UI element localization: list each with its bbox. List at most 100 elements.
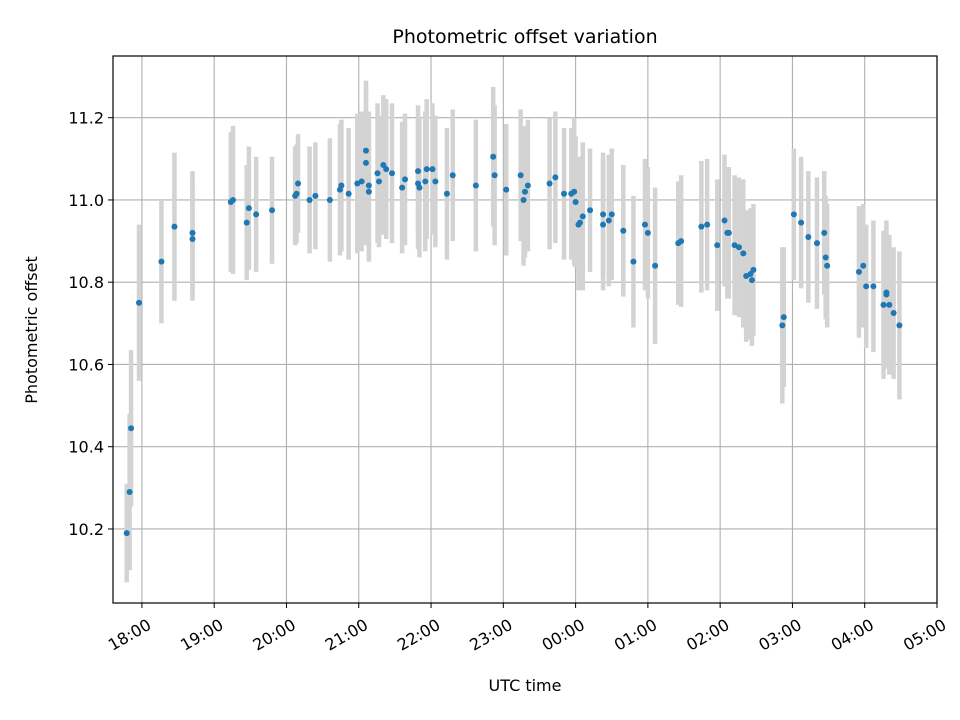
data-point <box>608 211 615 218</box>
y-tick-label: 11.0 <box>68 191 104 210</box>
data-point <box>416 184 423 191</box>
data-point <box>572 199 579 206</box>
data-point <box>641 221 648 228</box>
data-point <box>748 277 755 284</box>
data-point <box>605 217 612 224</box>
y-tick-label: 11.2 <box>68 109 104 128</box>
data-point <box>740 250 747 257</box>
data-point <box>136 299 143 306</box>
data-point <box>522 188 528 195</box>
y-tick-label: 10.6 <box>68 355 104 374</box>
data-point <box>587 207 594 214</box>
data-point <box>306 196 313 203</box>
data-point <box>365 188 372 195</box>
data-point <box>269 207 276 214</box>
data-point <box>389 170 396 177</box>
data-point <box>383 166 390 173</box>
data-point <box>790 211 797 218</box>
y-tick-label: 10.2 <box>68 520 104 539</box>
data-point <box>896 322 903 329</box>
data-point <box>576 219 583 226</box>
data-point <box>326 196 333 203</box>
data-point <box>863 283 870 290</box>
y-tick-label: 10.4 <box>68 438 104 457</box>
data-point <box>362 147 369 154</box>
data-point <box>780 314 787 321</box>
data-point <box>571 188 578 195</box>
data-point <box>805 233 812 240</box>
data-point <box>886 301 893 308</box>
data-points <box>123 147 903 537</box>
data-point <box>552 174 559 181</box>
data-point <box>362 159 369 166</box>
data-point <box>517 172 524 179</box>
data-point <box>814 240 821 247</box>
data-point <box>520 196 527 203</box>
data-point <box>750 266 757 273</box>
data-point <box>189 236 196 243</box>
data-point <box>293 190 300 197</box>
data-point <box>821 229 828 236</box>
y-axis-label: Photometric offset <box>22 256 41 404</box>
data-point <box>620 227 627 234</box>
data-point <box>725 229 732 236</box>
data-point <box>704 221 711 228</box>
data-point <box>402 176 409 183</box>
data-point <box>630 258 637 265</box>
data-point <box>652 262 659 269</box>
data-point <box>229 196 236 203</box>
data-point <box>128 425 135 432</box>
data-point <box>123 530 130 537</box>
data-point <box>824 262 831 269</box>
data-point <box>503 186 510 193</box>
data-point <box>171 223 178 230</box>
data-point <box>561 190 568 197</box>
data-point <box>158 258 165 265</box>
data-point <box>422 178 429 185</box>
y-tick-label: 10.8 <box>68 273 104 292</box>
data-point <box>779 322 786 329</box>
data-point <box>822 254 829 261</box>
data-point <box>432 178 439 185</box>
x-axis-label: UTC time <box>489 676 562 695</box>
data-point <box>524 182 531 189</box>
data-point <box>546 180 553 187</box>
data-point <box>295 180 302 187</box>
data-point <box>490 153 497 160</box>
data-point <box>399 184 406 191</box>
data-point <box>253 211 260 218</box>
data-point <box>860 262 867 269</box>
data-point <box>714 242 721 249</box>
data-point <box>374 170 381 177</box>
data-point <box>345 190 352 197</box>
y-axis: 10.2 10.4 10.6 10.8 11.0 11.2 <box>68 109 113 539</box>
data-point <box>375 178 382 185</box>
data-point <box>721 217 728 224</box>
data-point <box>890 310 897 317</box>
data-point <box>126 488 133 495</box>
data-point <box>855 268 862 275</box>
data-point <box>472 182 479 189</box>
data-point <box>883 291 890 298</box>
chart-title: Photometric offset variation <box>392 26 657 48</box>
data-point <box>443 190 450 197</box>
data-point <box>415 168 422 175</box>
data-point <box>870 283 877 290</box>
data-point <box>600 221 607 228</box>
data-point <box>312 192 319 199</box>
data-point <box>338 182 345 189</box>
data-point <box>698 223 705 230</box>
data-point <box>243 219 250 226</box>
data-point <box>358 178 365 185</box>
data-point <box>491 172 498 179</box>
plot-frame <box>112 55 938 604</box>
data-point <box>798 219 805 226</box>
data-point <box>880 301 887 308</box>
data-point <box>423 166 430 173</box>
data-point <box>579 213 586 220</box>
data-point <box>600 211 607 218</box>
data-point <box>449 172 456 179</box>
data-point <box>644 229 651 236</box>
